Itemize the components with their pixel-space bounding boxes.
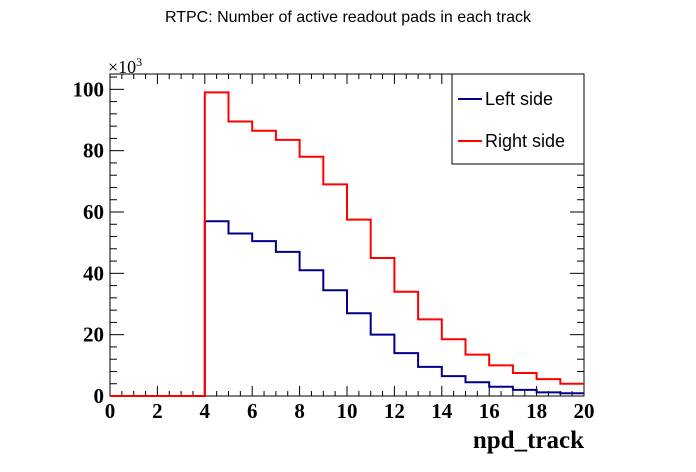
y-tick-label: 0 [94,384,105,408]
x-tick-label: 0 [105,399,116,423]
y-tick-labels: 0 20 40 60 80 100 [73,77,105,408]
x-axis-label: npd_track [473,427,584,454]
y-tick-label: 80 [83,139,104,163]
x-tick-label: 12 [384,399,405,423]
x-tick-labels: 0 2 4 6 8 10 12 14 16 18 20 [105,399,595,423]
legend-label-right-side: Right side [485,131,565,151]
y-tick-label: 20 [83,323,104,347]
x-tick-label: 4 [200,399,211,423]
series-right-side-step-line [110,91,584,397]
x-tick-label: 10 [337,399,358,423]
series-layer [110,91,584,397]
x-tick-label: 14 [431,399,453,423]
y-axis-multiplier: ×103 [108,55,142,77]
x-tick-label: 6 [247,399,258,423]
x-tick-label: 8 [294,399,305,423]
y-tick-label: 100 [73,77,105,101]
legend: Left side Right side [451,73,585,165]
x-tick-label: 2 [152,399,163,423]
legend-label-left-side: Left side [485,89,553,109]
y-tick-label: 40 [83,261,104,285]
legend-box [451,73,585,165]
series-left-side-step-line [110,220,584,397]
x-tick-label: 20 [574,399,595,423]
x-tick-label: 16 [479,399,500,423]
y-tick-label: 60 [83,200,104,224]
x-tick-label: 18 [526,399,547,423]
chart-title: RTPC: Number of active readout pads in e… [165,9,532,26]
